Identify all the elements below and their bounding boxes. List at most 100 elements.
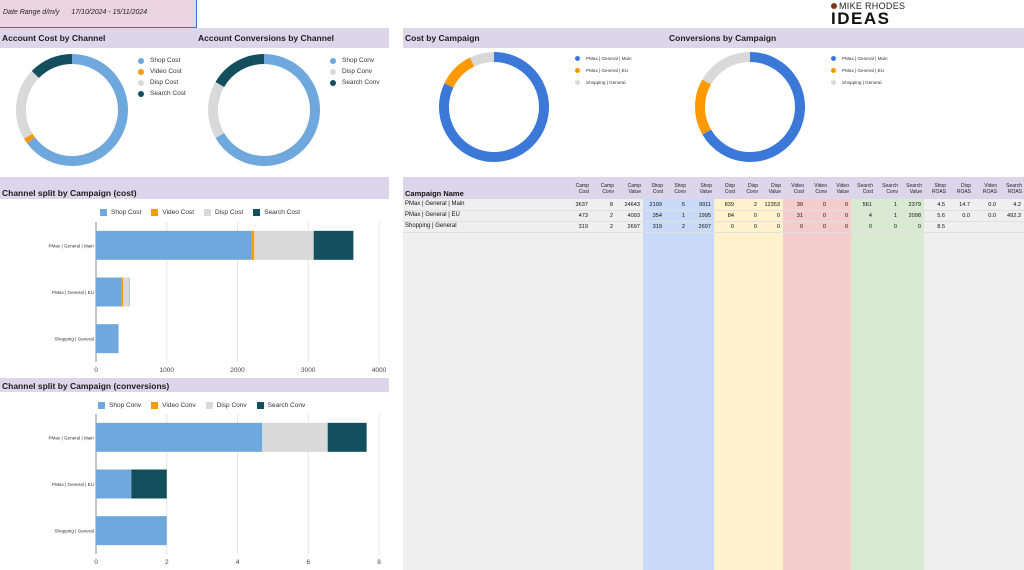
bar-segment-shop-cost[interactable] [96, 277, 122, 307]
bar-segment-shop-cost[interactable] [96, 230, 252, 260]
column-header[interactable]: Video Cost [776, 183, 804, 195]
bar-segment-shop-conv[interactable] [96, 469, 132, 499]
legend-item[interactable]: Disp Cost [138, 77, 186, 88]
column-header[interactable]: Disp Cost [707, 183, 735, 195]
column-header-line: Cost [862, 189, 873, 195]
campaign-name-header[interactable]: Campaign Name [405, 189, 464, 198]
legend-item[interactable]: Video Cost [151, 209, 194, 216]
bar-segment-search-cost[interactable] [313, 230, 354, 260]
column-header[interactable]: Video Value [821, 183, 849, 195]
column-header[interactable]: Camp Cost [561, 183, 589, 195]
donut-slice-shopping-general[interactable] [702, 52, 751, 85]
column-header[interactable]: Video ROAS [969, 183, 997, 195]
column-header[interactable]: Disp Conv [730, 183, 758, 195]
table-cell: 0 [753, 224, 757, 230]
legend-item[interactable]: PMax | General | EU [831, 64, 888, 76]
donut-slice-disp-conv[interactable] [208, 82, 225, 138]
legend-item[interactable]: PMax | General | Main [831, 52, 888, 64]
column-header[interactable]: Shop ROAS [918, 183, 946, 195]
column-header-line: Video [791, 183, 804, 189]
donut-slice-disp-cost[interactable] [16, 71, 40, 139]
column-header[interactable]: Camp Conv [586, 183, 614, 195]
date-range-picker[interactable]: Date Range d/m/y 17/10/2024 - 15/11/2024 [0, 0, 197, 28]
legend-item[interactable]: PMax | General | Main [575, 52, 632, 64]
legend-item[interactable]: Shop Conv [330, 55, 380, 66]
legend-label: Video Conv [162, 402, 196, 409]
table-cell: 0 [893, 224, 897, 230]
table-cell: 0 [730, 224, 734, 230]
table-cell: 2 [609, 224, 613, 230]
donut-slice-video-cost[interactable] [23, 133, 36, 144]
legend-item[interactable]: Shop Conv [98, 402, 141, 409]
legend-item[interactable]: Shopping | General [575, 76, 632, 88]
legend-item[interactable]: Disp Conv [205, 402, 247, 409]
column-header-line: ROAS [1007, 189, 1022, 195]
column-header-line: Shop [674, 183, 686, 189]
donut-slice-pmax-general-eu[interactable] [695, 79, 712, 135]
legend-item[interactable]: Search Cost [138, 88, 186, 99]
table-cell: 0 [799, 224, 803, 230]
column-header[interactable]: Camp Value [613, 183, 641, 195]
x-tick-label: 4000 [372, 367, 387, 374]
legend-item[interactable]: Disp Cost [204, 209, 243, 216]
column-header[interactable]: Search Cost [845, 183, 873, 195]
donut-slice-shop-conv[interactable] [215, 54, 320, 166]
column-header[interactable]: Disp Value [753, 183, 781, 195]
bar-segment-shop-conv[interactable] [96, 516, 167, 546]
column-header[interactable]: Video Conv [799, 183, 827, 195]
column-header[interactable]: Disp ROAS [943, 183, 971, 195]
donut-slice-pmax-general-eu[interactable] [444, 57, 475, 88]
column-header[interactable]: Shop Conv [658, 183, 686, 195]
legend-swatch [253, 209, 261, 216]
table-cell: 4 [868, 213, 872, 219]
donut-slice-shop-cost[interactable] [27, 54, 128, 166]
column-header-line: Value [628, 189, 641, 195]
donut-slice-shopping-general[interactable] [469, 52, 495, 67]
bar-segment-disp-cost[interactable] [254, 230, 314, 260]
legend-swatch [330, 68, 336, 75]
account-cost-donut[interactable] [14, 52, 130, 168]
split-cost-bar-chart[interactable]: 0 1000 2000 3000 4000 PMax | General | Main PM… [0, 222, 390, 378]
bar-segment-shop-conv[interactable] [96, 422, 263, 452]
bar-segment-disp-cost[interactable] [123, 277, 130, 307]
legend-swatch [575, 67, 580, 73]
legend-item[interactable]: Shop Cost [138, 55, 186, 66]
bar-segment-search-conv[interactable] [327, 422, 367, 452]
legend-item[interactable]: Video Cost [138, 66, 186, 77]
legend-item[interactable]: Disp Conv [330, 66, 380, 77]
donut-slice-search-conv[interactable] [215, 54, 265, 88]
column-header[interactable]: Shop Cost [635, 183, 663, 195]
bar-segment-video-cost[interactable] [251, 230, 255, 260]
donut-slice-search-cost[interactable] [31, 54, 73, 79]
table-cell: 319 [578, 224, 588, 230]
donut-slice-pmax-general-main[interactable] [702, 52, 805, 162]
account-conv-donut[interactable] [206, 52, 322, 168]
bar-segment-disp-conv[interactable] [262, 422, 328, 452]
donut-slice-pmax-general-main[interactable] [439, 52, 549, 162]
legend-item[interactable]: Search Conv [330, 77, 380, 88]
bar-segment-search-conv[interactable] [131, 469, 167, 499]
table-cell: 14.7 [959, 202, 970, 208]
table-cell: 2379 [908, 202, 921, 208]
bar-segment-shop-cost[interactable] [96, 324, 119, 354]
split-conv-bar-chart[interactable]: 0 2 4 6 8 PMax | General | Main PMax | General… [0, 414, 390, 570]
legend-item[interactable]: Search Conv [256, 402, 305, 409]
column-header-line: Search [1006, 183, 1022, 189]
legend-item[interactable]: Video Conv [151, 402, 196, 409]
table-cell: 0 [822, 213, 826, 219]
legend-item[interactable]: Shopping | General [831, 76, 888, 88]
cost-by-campaign-donut[interactable] [437, 50, 551, 164]
legend-item[interactable]: Search Cost [253, 209, 300, 216]
column-header[interactable]: Search ROAS [994, 183, 1022, 195]
conv-by-campaign-donut[interactable] [693, 50, 807, 164]
column-header-line: Search [882, 183, 898, 189]
bar-segment-video-cost[interactable] [121, 277, 124, 307]
legend-item[interactable]: PMax | General | EU [575, 64, 632, 76]
column-header-line: Disp [724, 183, 735, 189]
legend-item[interactable]: Shop Cost [100, 209, 141, 216]
column-header[interactable]: Search Conv [870, 183, 898, 195]
date-range-value[interactable]: 17/10/2024 - 15/11/2024 [71, 9, 148, 16]
column-header[interactable]: Shop Value [684, 183, 712, 195]
table-cell: 5 [681, 202, 685, 208]
column-header[interactable]: Search Value [894, 183, 922, 195]
